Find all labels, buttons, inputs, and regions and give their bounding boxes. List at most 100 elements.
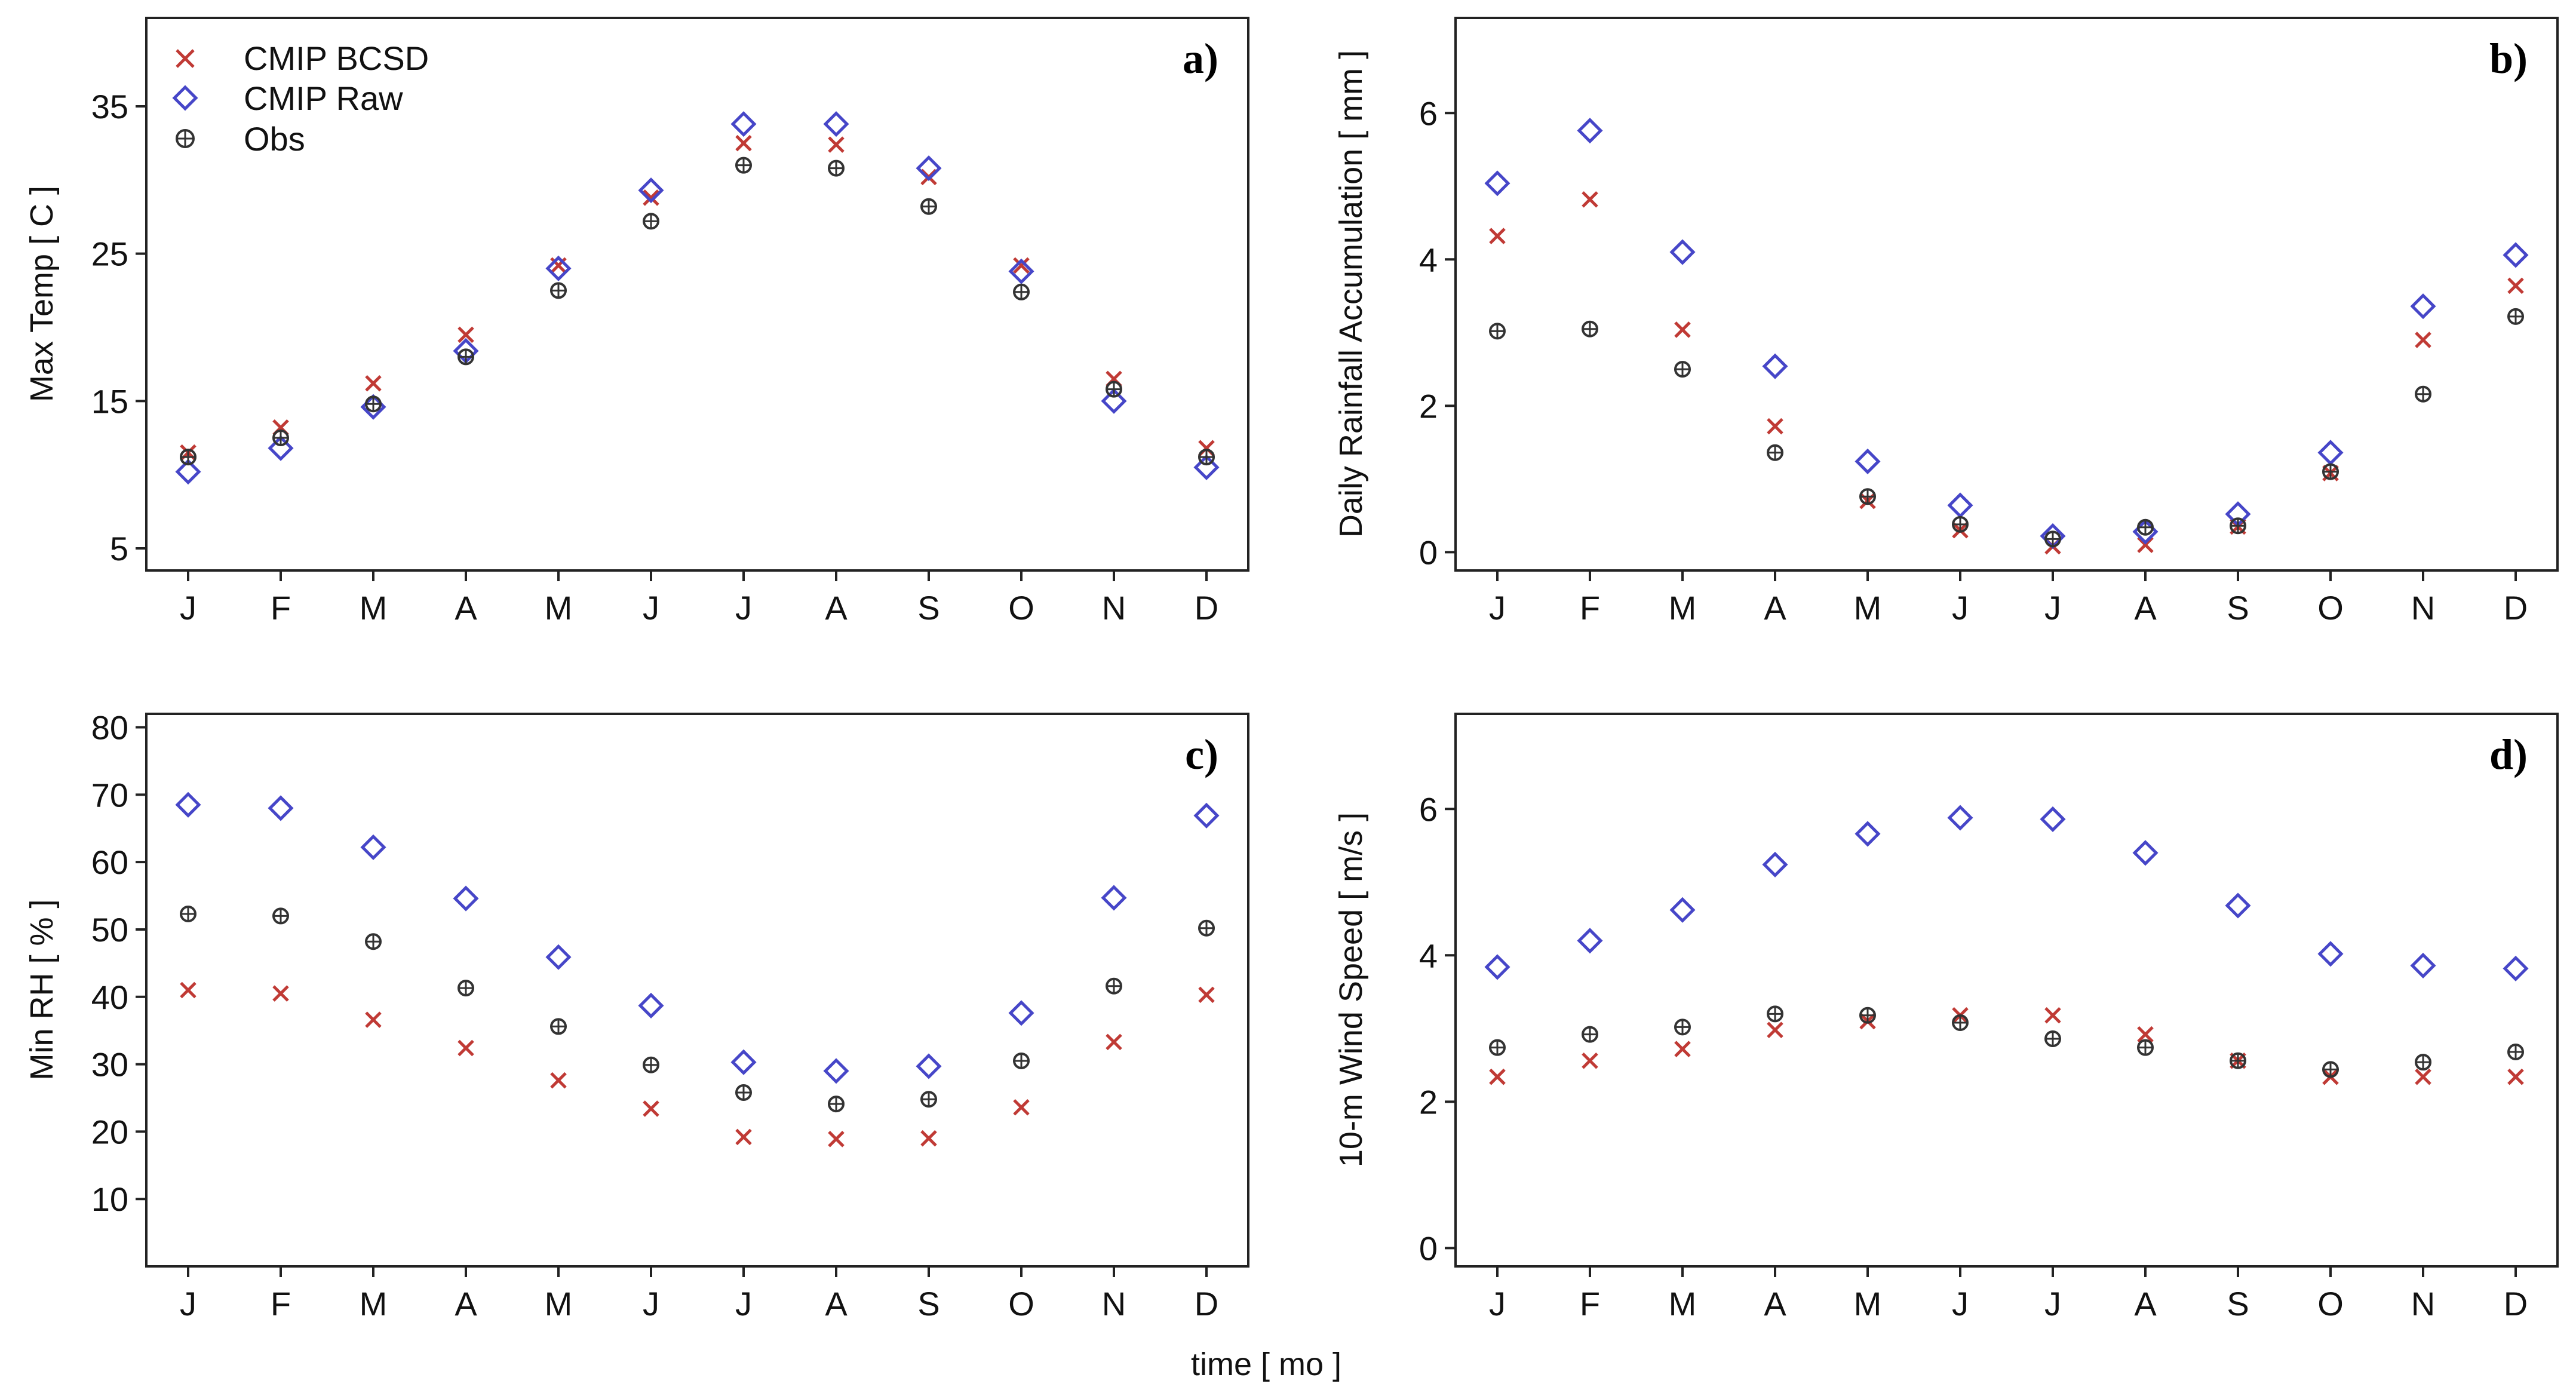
point-raw-d-3 — [1762, 851, 1788, 878]
point-raw-b-11 — [2503, 242, 2529, 268]
y-axis-title-c: Min RH [ % ] — [24, 899, 60, 1080]
x-tick-label-a-3: A — [455, 589, 477, 627]
x-tick-label-d-9: O — [2317, 1285, 2344, 1323]
point-bcsd-c-1 — [272, 985, 289, 1002]
point-obs-d-7 — [2137, 1039, 2154, 1056]
legend-label-bcsd: CMIP BCSD — [244, 39, 429, 77]
point-raw-b-0 — [1484, 170, 1510, 197]
point-obs-c-4 — [550, 1018, 567, 1035]
y-tick-label-d-3: 6 — [1419, 790, 1438, 828]
point-obs-d-4 — [1859, 1007, 1876, 1024]
point-obs-b-3 — [1767, 444, 1783, 461]
point-raw-c-9 — [1008, 1000, 1034, 1026]
point-obs-a-1 — [272, 429, 289, 446]
diamond-icon — [172, 85, 198, 111]
legend-label-raw: CMIP Raw — [244, 79, 403, 117]
y-tick-label-a-3: 35 — [91, 88, 128, 125]
marks-b — [1484, 118, 2529, 555]
point-bcsd-a-5 — [643, 189, 659, 206]
plot-frame-c — [145, 713, 1249, 1268]
point-obs-b-7 — [2137, 518, 2154, 536]
axes-d: J F M A M J J A S O N D 0 2 4 6 — [1419, 790, 2528, 1323]
x-tick-label-b-8: S — [2227, 589, 2249, 627]
point-raw-a-6 — [730, 111, 757, 137]
circle-plus-icon — [176, 129, 195, 148]
axes-a: J F M A M J J A S O N D 5 15 25 35 — [91, 88, 1219, 627]
x-tick-label-b-3: A — [1764, 589, 1786, 627]
point-bcsd-c-6 — [735, 1128, 752, 1146]
point-obs-b-8 — [2230, 517, 2246, 535]
panel-d: d) 10-m Wind Speed [ m/s ] J F M A M J J A S O N D 0… — [1333, 713, 2559, 1323]
y-tick-label-d-0: 0 — [1419, 1229, 1438, 1267]
x-tick-label-a-2: M — [360, 589, 388, 627]
point-raw-c-0 — [175, 791, 201, 818]
y-tick-label-c-2: 30 — [91, 1046, 128, 1084]
point-obs-c-5 — [643, 1056, 659, 1073]
point-obs-c-6 — [735, 1084, 752, 1101]
x-tick-label-d-6: J — [2044, 1285, 2061, 1323]
point-bcsd-d-10 — [2415, 1068, 2431, 1085]
point-bcsd-b-11 — [2507, 277, 2524, 294]
point-bcsd-a-2 — [365, 375, 382, 392]
x-tick-label-b-4: M — [1854, 589, 1882, 627]
x-tick-label-a-9: O — [1008, 589, 1034, 627]
x-tick-label-a-5: J — [643, 589, 659, 627]
y-tick-label-a-2: 25 — [91, 235, 128, 273]
point-obs-d-5 — [1952, 1014, 1969, 1032]
point-raw-d-9 — [2317, 941, 2344, 967]
y-tick-label-c-0: 10 — [91, 1180, 128, 1218]
point-bcsd-a-6 — [735, 134, 752, 152]
axes-c: J F M A M J J A S O N D 10 20 30 40 50 60 70 80 — [91, 709, 1219, 1323]
x-tick-label-d-7: A — [2134, 1285, 2157, 1323]
point-bcsd-b-1 — [1582, 191, 1598, 208]
point-obs-b-2 — [1674, 361, 1691, 378]
point-raw-a-8 — [916, 155, 942, 182]
point-bcsd-a-3 — [458, 326, 474, 343]
y-tick-label-a-1: 15 — [91, 382, 128, 420]
y-tick-label-c-1: 20 — [91, 1113, 128, 1150]
x-tick-label-c-11: D — [1195, 1285, 1218, 1323]
point-raw-a-9 — [1008, 258, 1034, 284]
y-axis-title-d: 10-m Wind Speed [ m/s ] — [1333, 812, 1369, 1167]
point-raw-d-11 — [2503, 955, 2529, 981]
x-tick-label-c-0: J — [180, 1285, 196, 1323]
y-axis-title-b: Daily Rainfall Accumulation [ mm ] — [1333, 50, 1369, 538]
point-obs-c-10 — [1106, 977, 1122, 995]
point-bcsd-b-2 — [1674, 321, 1691, 338]
point-obs-c-3 — [458, 980, 474, 997]
x-tick-label-d-5: J — [1952, 1285, 1969, 1323]
point-bcsd-c-3 — [458, 1039, 474, 1057]
point-obs-c-9 — [1013, 1052, 1030, 1069]
axes-b: J F M A M J J A S O N D 0 2 4 6 — [1419, 94, 2528, 627]
panel-letter-d: d) — [2489, 731, 2528, 778]
point-bcsd-c-10 — [1106, 1033, 1122, 1051]
x-tick-label-c-7: A — [825, 1285, 848, 1323]
point-obs-b-9 — [2322, 463, 2339, 480]
point-bcsd-d-3 — [1767, 1021, 1783, 1039]
point-obs-b-11 — [2507, 308, 2524, 325]
panel-a: a) Max Temp [ C ] J F M A M J J A S O N D 5 15 25 35 CM… — [24, 17, 1249, 627]
plot-frame-a — [145, 17, 1249, 572]
point-bcsd-b-0 — [1489, 228, 1506, 244]
x-tick-label-b-10: N — [2411, 589, 2435, 627]
point-obs-c-7 — [828, 1096, 845, 1113]
point-raw-d-0 — [1484, 954, 1510, 980]
y-tick-label-c-7: 80 — [91, 709, 128, 747]
x-tick-label-b-2: M — [1669, 589, 1697, 627]
x-tick-label-b-1: F — [1580, 589, 1600, 627]
legend-entry-bcsd: CMIP BCSD — [176, 39, 429, 77]
panel-c: c) Min RH [ % ] J F M A M J J A S O N D 10 20 30 40 50 60… — [24, 709, 1249, 1323]
point-raw-a-10 — [1101, 388, 1127, 414]
point-obs-c-0 — [180, 906, 196, 923]
x-tick-label-d-10: N — [2411, 1285, 2435, 1323]
panel-b: b) Daily Rainfall Accumulation [ mm ] J F… — [1333, 17, 2559, 627]
x-tick-label-a-10: N — [1102, 589, 1126, 627]
x-tick-label-d-3: A — [1764, 1285, 1786, 1323]
marks-d — [1484, 805, 2529, 1085]
point-bcsd-c-7 — [828, 1131, 845, 1148]
x-tick-label-b-0: J — [1489, 589, 1506, 627]
point-bcsd-d-0 — [1489, 1068, 1506, 1085]
x-tick-label-d-1: F — [1580, 1285, 1600, 1323]
point-obs-d-9 — [2322, 1061, 2339, 1078]
point-bcsd-c-9 — [1013, 1099, 1030, 1116]
